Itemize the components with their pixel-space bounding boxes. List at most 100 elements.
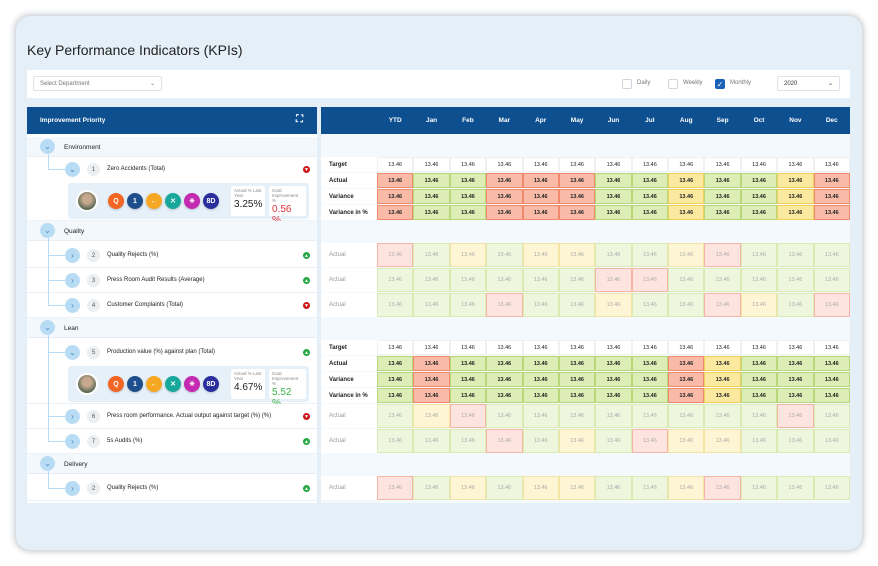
- kpi-item[interactable]: › 2 Quality Rejects (%) ▲: [27, 243, 317, 268]
- kpi-cell[interactable]: 13.46: [377, 268, 414, 292]
- kpi-cell[interactable]: 13.46: [558, 293, 596, 317]
- kpi-cell[interactable]: 13.46: [704, 173, 741, 188]
- sparkle-icon[interactable]: ✳: [184, 193, 200, 209]
- kpi-cell[interactable]: 13.46: [631, 388, 669, 403]
- kpi-cell[interactable]: 13.46: [522, 340, 559, 355]
- kpi-cell[interactable]: 13.46: [668, 157, 705, 172]
- kpi-cell[interactable]: 13.46: [595, 429, 632, 453]
- kpi-cell[interactable]: 13.46: [413, 157, 450, 172]
- kpi-cell[interactable]: 13.46: [668, 340, 705, 355]
- kpi-cell[interactable]: 13.46: [631, 404, 669, 428]
- kpi-cell[interactable]: 13.46: [449, 157, 487, 172]
- year-select[interactable]: 2020 ⌄: [777, 76, 840, 91]
- kpi-cell[interactable]: 13.46: [813, 293, 850, 317]
- kpi-cell[interactable]: 13.46: [558, 205, 596, 220]
- kpi-cell[interactable]: 13.46: [413, 243, 450, 267]
- kpi-item[interactable]: › 7 5s Audits (%) ▲: [27, 429, 317, 454]
- kpi-cell[interactable]: 13.46: [486, 372, 523, 387]
- kpi-cell[interactable]: 13.46: [377, 476, 414, 500]
- kpi-cell[interactable]: 13.46: [704, 340, 741, 355]
- kpi-cell[interactable]: 13.46: [595, 173, 632, 188]
- kpi-cell[interactable]: 13.46: [740, 340, 778, 355]
- kpi-cell[interactable]: 13.46: [777, 205, 814, 220]
- kpi-cell[interactable]: 13.46: [377, 404, 414, 428]
- kpi-cell[interactable]: 13.46: [704, 429, 741, 453]
- kpi-cell[interactable]: 13.46: [522, 388, 559, 403]
- chevron-right-icon[interactable]: ›: [65, 434, 80, 449]
- kpi-item[interactable]: › 3 Press Room Audit Results (Average) ▲: [27, 268, 317, 293]
- kpi-cell[interactable]: 13.46: [595, 372, 632, 387]
- kpi-cell[interactable]: 13.46: [631, 429, 669, 453]
- kpi-cell[interactable]: 13.46: [813, 429, 850, 453]
- kpi-cell[interactable]: 13.46: [704, 476, 741, 500]
- kpi-cell[interactable]: 13.46: [595, 476, 632, 500]
- kpi-cell[interactable]: 13.46: [813, 404, 850, 428]
- kpi-cell[interactable]: 13.46: [377, 356, 414, 371]
- kpi-cell[interactable]: 13.46: [704, 157, 741, 172]
- kpi-cell[interactable]: 13.46: [668, 293, 705, 317]
- kpi-cell[interactable]: 13.46: [668, 189, 705, 204]
- kpi-cell[interactable]: 13.46: [740, 372, 778, 387]
- kpi-cell[interactable]: 13.46: [377, 189, 414, 204]
- kpi-cell[interactable]: 13.46: [668, 268, 705, 292]
- kpi-cell[interactable]: 13.46: [740, 189, 778, 204]
- kpi-cell[interactable]: 13.46: [813, 372, 850, 387]
- kpi-cell[interactable]: 13.46: [631, 157, 669, 172]
- kpi-cell[interactable]: 13.46: [449, 356, 487, 371]
- kpi-cell[interactable]: 13.46: [522, 429, 559, 453]
- q-icon[interactable]: Q: [108, 376, 124, 392]
- kpi-cell[interactable]: 13.46: [486, 429, 523, 453]
- kpi-cell[interactable]: 13.46: [740, 429, 778, 453]
- chevron-down-icon[interactable]: ⌄: [65, 162, 80, 177]
- kpi-cell[interactable]: 13.46: [413, 476, 450, 500]
- kpi-cell[interactable]: 13.46: [449, 205, 487, 220]
- chevron-down-icon[interactable]: ⌄: [65, 345, 80, 360]
- kpi-cell[interactable]: 13.46: [522, 173, 559, 188]
- kpi-cell[interactable]: 13.46: [558, 243, 596, 267]
- kpi-cell[interactable]: 13.46: [486, 404, 523, 428]
- kpi-cell[interactable]: 13.46: [449, 173, 487, 188]
- kpi-cell[interactable]: 13.46: [377, 388, 414, 403]
- kpi-item[interactable]: › 2 Quality Rejects (%) ▲: [27, 476, 317, 501]
- kpi-cell[interactable]: 13.46: [449, 388, 487, 403]
- kpi-cell[interactable]: 13.46: [777, 429, 814, 453]
- chevron-right-icon[interactable]: ›: [65, 409, 80, 424]
- group-header-quality[interactable]: ⌄ Quality: [27, 221, 317, 241]
- kpi-item[interactable]: › 4 Customer Complaints (Total) ▼: [27, 293, 317, 318]
- kpi-cell[interactable]: 13.46: [558, 476, 596, 500]
- kpi-cell[interactable]: 13.46: [704, 388, 741, 403]
- weekly-checkbox[interactable]: [668, 79, 678, 89]
- kpi-cell[interactable]: 13.46: [558, 429, 596, 453]
- sparkle-icon[interactable]: ✳: [184, 376, 200, 392]
- 8d-icon[interactable]: 8D: [203, 376, 219, 392]
- kpi-cell[interactable]: 13.46: [595, 189, 632, 204]
- kpi-cell[interactable]: 13.46: [740, 205, 778, 220]
- kpi-cell[interactable]: 13.46: [740, 356, 778, 371]
- kpi-cell[interactable]: 13.46: [777, 404, 814, 428]
- kpi-cell[interactable]: 13.46: [595, 205, 632, 220]
- kpi-cell[interactable]: 13.46: [813, 340, 850, 355]
- kpi-cell[interactable]: 13.46: [558, 372, 596, 387]
- kpi-cell[interactable]: 13.46: [740, 157, 778, 172]
- kpi-cell[interactable]: 13.46: [595, 404, 632, 428]
- kpi-cell[interactable]: 13.46: [522, 268, 559, 292]
- kpi-cell[interactable]: 13.46: [631, 268, 669, 292]
- one-icon[interactable]: 1: [127, 193, 143, 209]
- kpi-cell[interactable]: 13.46: [486, 205, 523, 220]
- kpi-cell[interactable]: 13.46: [631, 356, 669, 371]
- kpi-cell[interactable]: 13.46: [486, 340, 523, 355]
- kpi-cell[interactable]: 13.46: [631, 340, 669, 355]
- chevron-right-icon[interactable]: ›: [65, 481, 80, 496]
- kpi-cell[interactable]: 13.46: [777, 340, 814, 355]
- kpi-cell[interactable]: 13.46: [377, 429, 414, 453]
- arrow-left-icon[interactable]: ←: [146, 193, 162, 209]
- kpi-cell[interactable]: 13.46: [377, 243, 414, 267]
- kpi-cell[interactable]: 13.46: [668, 372, 705, 387]
- kpi-cell[interactable]: 13.46: [668, 388, 705, 403]
- kpi-cell[interactable]: 13.46: [486, 157, 523, 172]
- kpi-cell[interactable]: 13.46: [558, 173, 596, 188]
- kpi-cell[interactable]: 13.46: [740, 404, 778, 428]
- kpi-cell[interactable]: 13.46: [704, 243, 741, 267]
- kpi-cell[interactable]: 13.46: [486, 476, 523, 500]
- avatar[interactable]: [76, 373, 98, 395]
